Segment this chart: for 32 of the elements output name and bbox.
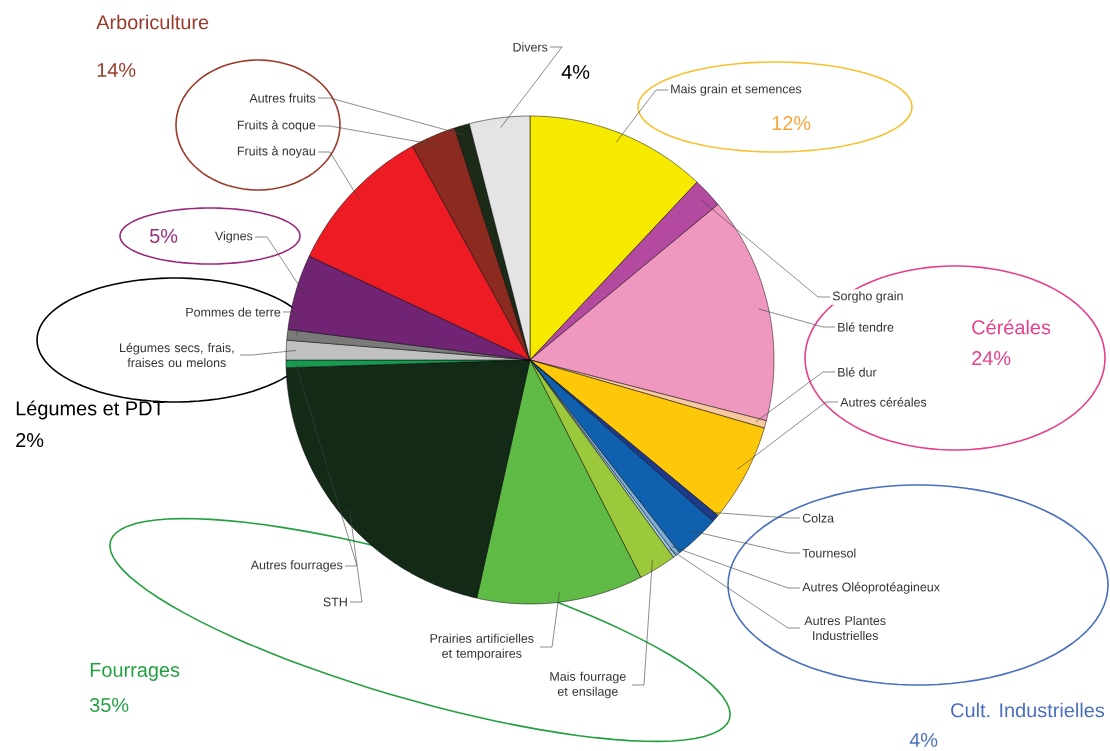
slice-label: STH — [323, 597, 347, 607]
text: Cult. Industrielles — [951, 702, 1105, 718]
slice-label: Vignes — [215, 231, 253, 243]
slice-label: Mais fourrage et ensilage — [550, 671, 626, 699]
text: Céréales — [972, 319, 1051, 335]
slice-label: Tournesol — [802, 548, 856, 558]
text: 5% — [149, 228, 178, 243]
text: Arboriculture — [96, 14, 209, 30]
slice-label: Sorgho grain — [832, 291, 903, 303]
slice-label: Autres fruits — [249, 93, 316, 103]
slice-label: Blé dur — [838, 367, 877, 377]
slice-label: Colza — [802, 513, 835, 523]
text: 12% — [772, 115, 811, 130]
text: 2% — [16, 432, 44, 447]
text: 35% — [89, 697, 129, 713]
text: 4% — [909, 733, 938, 747]
text: 24% — [972, 350, 1011, 365]
slice-label: Fruits à noyau — [237, 146, 315, 158]
slice-label: Autres fourrages — [250, 560, 343, 572]
slice-label: Autres Oléoprotéagineux — [802, 582, 940, 594]
slice-label: Autres Plantes Industrielles — [804, 615, 886, 641]
slice-label: Légumes secs, frais, fraises ou melons — [120, 342, 234, 368]
slice-label: Pommes de terre — [186, 307, 281, 317]
text: Fourrages — [90, 663, 180, 681]
slice-label: Mais grain et semences — [671, 84, 802, 96]
slice-label: Prairies artificielles et temporaires — [430, 633, 534, 661]
slice-label: Autres céréales — [840, 397, 927, 407]
text: 4% — [561, 65, 590, 79]
slice-label: Blé tendre — [838, 322, 894, 332]
slice-label: Fruits à coque — [237, 120, 316, 132]
slice-label: Divers — [513, 42, 548, 52]
text: 14% — [97, 63, 136, 77]
